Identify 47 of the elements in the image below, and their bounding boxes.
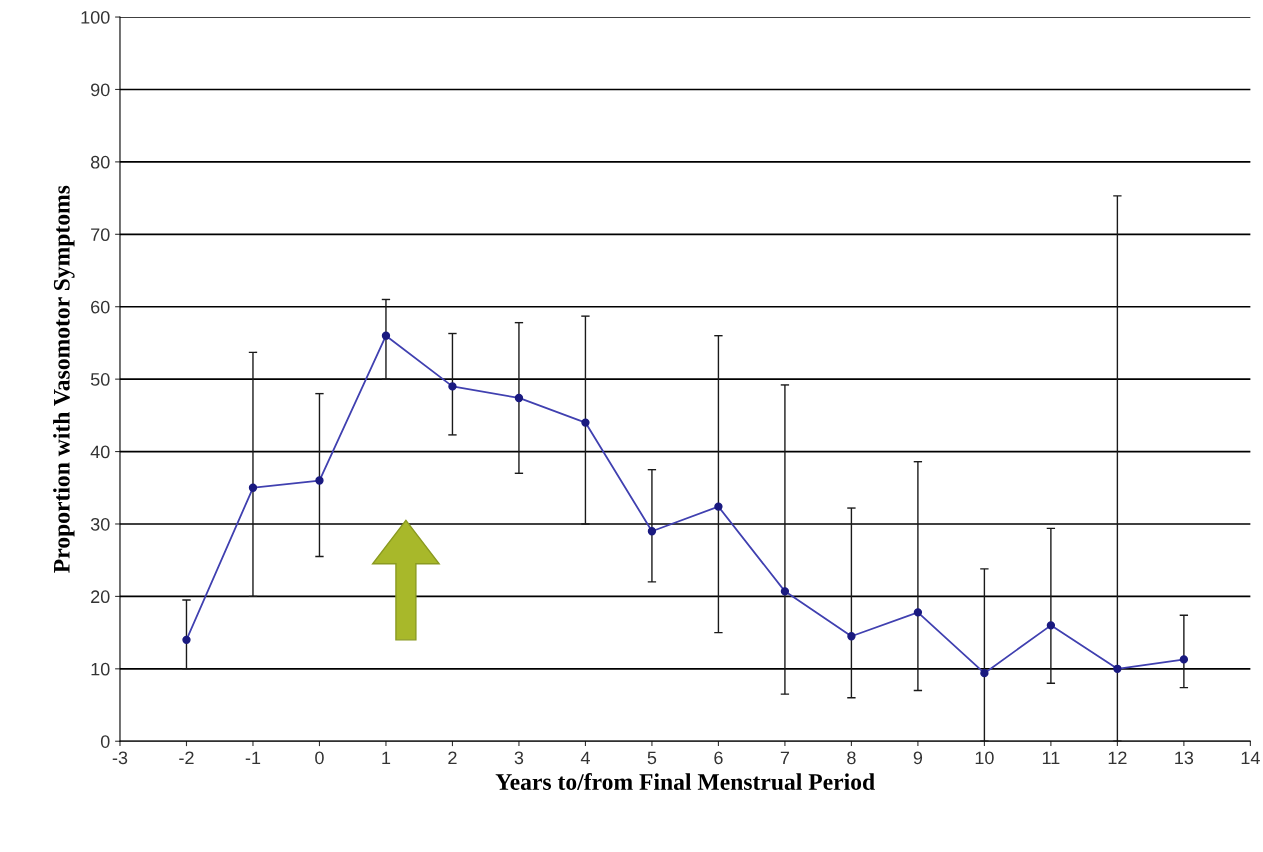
point (1179, 655, 1189, 664)
x-tick-label: 13 (1175, 751, 1194, 765)
y-tick-label: 50 (90, 373, 110, 386)
y-tick-label: 90 (91, 83, 110, 97)
x-tick-label: -3 (112, 751, 128, 765)
x-tick-label: 0 (315, 751, 324, 765)
x-tick-label: 5 (647, 751, 657, 765)
x-tick-label: 1 (382, 751, 391, 765)
y-tick-label: 10 (91, 662, 110, 676)
point (514, 393, 524, 403)
x-tick-label: 3 (514, 751, 524, 765)
x-tick-label: 8 (847, 751, 856, 765)
point (913, 608, 923, 617)
x-tick-label: 11 (1042, 751, 1060, 765)
x-tick-label: 12 (1108, 751, 1127, 765)
y-tick-label: 60 (91, 300, 110, 314)
y-tick-label: 0 (100, 735, 110, 748)
x-axis-title: Years to/from Final Menstrual Period (495, 773, 875, 791)
x-tick-label: 7 (780, 751, 790, 765)
point (714, 502, 723, 511)
point (381, 331, 391, 340)
point (847, 632, 856, 641)
y-axis-title: Proportion with Vasomotor Symptoms (53, 185, 75, 573)
point (182, 635, 191, 645)
y-tick-label: 20 (91, 590, 110, 604)
y-tick-label: 80 (90, 155, 110, 169)
point (647, 527, 657, 536)
point (1113, 664, 1122, 673)
point (780, 587, 790, 596)
y-tick-label: 100 (81, 10, 110, 24)
point (248, 483, 258, 492)
point (448, 382, 457, 391)
y-tick-label: 70 (91, 228, 110, 242)
point (581, 418, 590, 427)
x-tick-label: 9 (913, 751, 923, 765)
x-tick-label: 6 (714, 751, 723, 765)
point (1046, 621, 1056, 630)
point (980, 668, 989, 678)
x-tick-label: 14 (1241, 751, 1260, 765)
y-tick-label: 30 (90, 517, 110, 531)
x-tick-label: -2 (179, 751, 194, 765)
x-tick-label: -1 (245, 751, 261, 765)
x-tick-label: 2 (448, 751, 457, 765)
x-tick-label: 4 (580, 751, 590, 765)
y-tick-label: 40 (90, 445, 110, 459)
point (315, 476, 324, 485)
x-tick-label: 10 (975, 751, 994, 765)
